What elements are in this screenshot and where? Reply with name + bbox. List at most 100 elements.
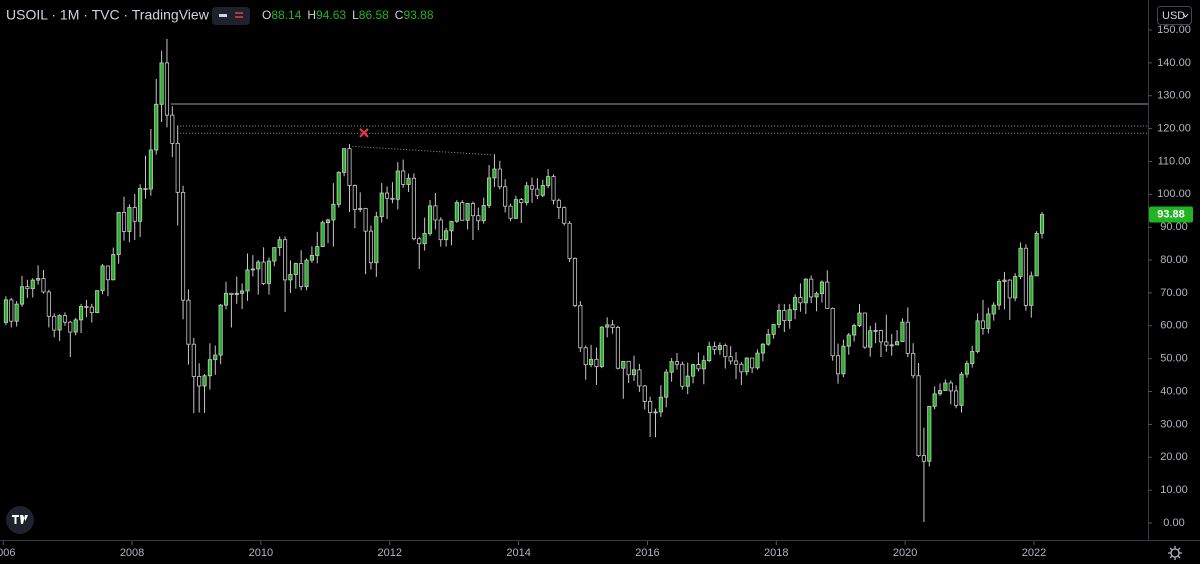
candle-body bbox=[368, 230, 374, 264]
candle-body bbox=[433, 205, 438, 221]
x-tick-label: 2014 bbox=[506, 547, 530, 559]
indicator-toggle[interactable] bbox=[212, 7, 250, 25]
candle-body bbox=[964, 363, 969, 375]
x-tick-label: 2022 bbox=[1022, 547, 1046, 559]
candle-body bbox=[465, 203, 470, 221]
candle-body bbox=[594, 358, 599, 367]
y-tick-label: 110.00 bbox=[1158, 155, 1191, 167]
candle-body bbox=[997, 281, 1002, 306]
candle-body bbox=[707, 346, 712, 362]
candle-body bbox=[454, 202, 459, 222]
candle-body bbox=[127, 207, 132, 232]
candle-body bbox=[621, 360, 626, 369]
candle-body bbox=[712, 346, 717, 350]
candle-body bbox=[89, 306, 94, 314]
candle-body bbox=[229, 292, 234, 295]
last-price-tag bbox=[1149, 206, 1193, 223]
candle-body bbox=[551, 176, 556, 201]
currency-button[interactable]: USD bbox=[1157, 6, 1192, 25]
candle-body bbox=[835, 355, 841, 375]
candle-body bbox=[111, 254, 116, 281]
candle-body bbox=[207, 359, 212, 377]
candle-body bbox=[793, 297, 798, 311]
candle-body bbox=[970, 351, 975, 365]
candle-body bbox=[240, 290, 245, 294]
candle-body bbox=[181, 191, 186, 301]
x-tick-label: 2012 bbox=[378, 547, 402, 559]
candle-body bbox=[1013, 276, 1018, 299]
candle-body bbox=[605, 324, 610, 328]
toggle-icon bbox=[219, 14, 227, 17]
candle-body bbox=[766, 333, 771, 345]
candle-body bbox=[642, 385, 647, 402]
candle-body bbox=[674, 361, 680, 365]
candle-body bbox=[830, 307, 835, 357]
candle-body bbox=[664, 371, 669, 398]
y-tick-label: 130.00 bbox=[1157, 90, 1191, 102]
candle-body bbox=[191, 343, 196, 377]
gear-teeth bbox=[1168, 546, 1182, 560]
candle-body bbox=[358, 208, 363, 210]
candle-body bbox=[213, 354, 218, 361]
candle-body bbox=[175, 142, 180, 193]
candle-body bbox=[84, 306, 89, 308]
candle-body bbox=[750, 357, 755, 369]
candle-body bbox=[148, 149, 153, 190]
candle-body bbox=[653, 411, 658, 414]
candle-body bbox=[556, 199, 561, 209]
ohlc-value: 86.58 bbox=[359, 8, 389, 22]
x-tick-label: 2018 bbox=[764, 547, 788, 559]
candle-body bbox=[460, 202, 465, 221]
candle-body bbox=[771, 324, 776, 335]
candle-body bbox=[825, 281, 830, 309]
candle-body bbox=[315, 246, 320, 256]
candle-body bbox=[905, 321, 910, 354]
candle-body bbox=[374, 216, 379, 264]
candle-body bbox=[540, 185, 545, 196]
logo-circle bbox=[6, 506, 34, 534]
candle-body bbox=[868, 330, 873, 348]
candle-body bbox=[427, 205, 433, 234]
candle-body bbox=[401, 170, 406, 185]
candle-body bbox=[154, 103, 159, 151]
candle-body bbox=[760, 343, 765, 354]
candle-body bbox=[438, 219, 443, 241]
y-tick-label: 20.00 bbox=[1160, 451, 1188, 463]
candle-body bbox=[363, 208, 368, 232]
candle-body bbox=[787, 309, 792, 321]
candle-body bbox=[283, 239, 288, 281]
candle-body bbox=[95, 290, 100, 314]
candle-body bbox=[62, 315, 68, 323]
settings-button[interactable] bbox=[1168, 546, 1182, 560]
candle-body bbox=[610, 324, 615, 328]
candle-body bbox=[717, 345, 722, 350]
candle-body bbox=[809, 278, 814, 298]
candle-body bbox=[9, 299, 14, 322]
candle-body bbox=[814, 293, 819, 298]
candle-body bbox=[546, 176, 551, 186]
candle-body bbox=[3, 299, 8, 323]
trend-line bbox=[352, 145, 493, 156]
tv-logo[interactable] bbox=[6, 506, 34, 534]
candle-body bbox=[342, 148, 347, 173]
candle-body bbox=[202, 375, 207, 387]
candle-body bbox=[476, 215, 481, 222]
ohlc-key: O bbox=[262, 8, 271, 22]
y-tick-label: 140.00 bbox=[1157, 57, 1191, 69]
candle-body bbox=[336, 171, 341, 205]
y-tick-label: 0.00 bbox=[1163, 517, 1184, 529]
candle-body bbox=[320, 222, 325, 247]
candle-body bbox=[250, 268, 255, 271]
candle-body bbox=[444, 230, 449, 241]
currency-box[interactable] bbox=[1157, 6, 1192, 25]
ohlc-key: H bbox=[307, 8, 316, 22]
candle-body bbox=[406, 177, 411, 185]
header: USOIL · 1M · TVC · TradingView O 88.14 H 94… bbox=[6, 7, 434, 25]
candle-body bbox=[696, 364, 701, 370]
candle-body bbox=[680, 363, 685, 387]
toggle-icon bbox=[235, 12, 243, 18]
candle-body bbox=[352, 185, 357, 210]
y-tick-label: 40.00 bbox=[1160, 385, 1188, 397]
ohlc-key: C bbox=[395, 8, 404, 22]
